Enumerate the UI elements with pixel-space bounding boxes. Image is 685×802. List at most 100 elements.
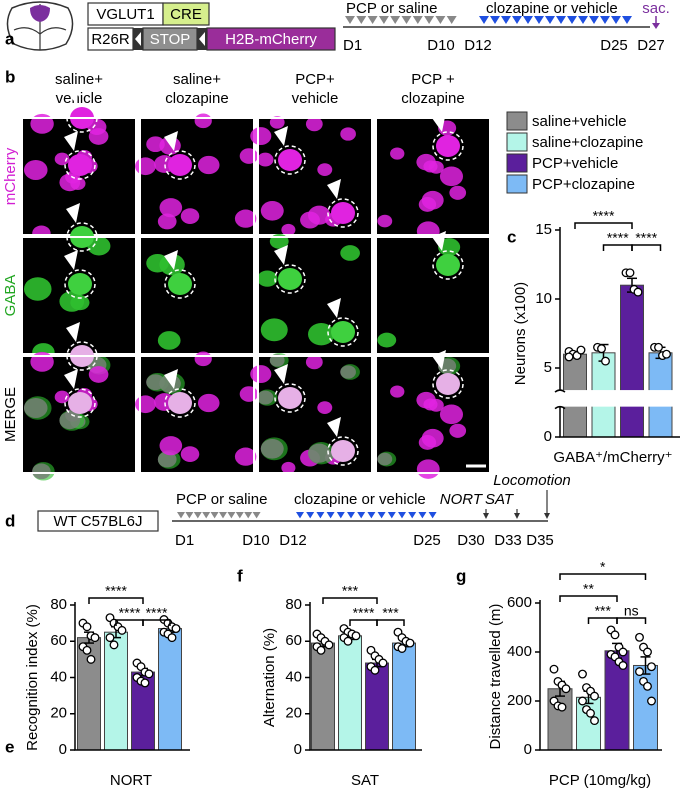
micrograph <box>375 350 491 479</box>
cell-outline <box>64 388 96 418</box>
panel-label: c <box>507 227 516 246</box>
timeline-marker <box>424 16 435 24</box>
significance-bracket <box>602 244 633 251</box>
arrowhead <box>327 298 341 318</box>
arrowhead <box>327 417 341 437</box>
nucleus <box>59 173 81 192</box>
data-point <box>578 669 587 679</box>
timeline-marker <box>177 512 185 519</box>
data-point <box>82 645 92 655</box>
significance-label: *** <box>595 603 612 619</box>
gaba-cell <box>260 318 288 342</box>
timeline-marker <box>378 16 389 24</box>
arrowhead <box>164 250 178 270</box>
nucleus <box>257 152 274 167</box>
micrograph <box>375 112 491 241</box>
construct-label-box <box>162 2 210 26</box>
column-label: PCP+ <box>295 71 335 88</box>
bar <box>338 635 362 751</box>
y-tick-label: 400 <box>507 643 532 660</box>
data-point <box>590 691 599 701</box>
timeline-marker <box>622 16 632 24</box>
nucleus <box>157 213 177 230</box>
timeline-marker <box>512 16 522 24</box>
nucleus <box>23 159 48 180</box>
nucleus <box>428 160 444 174</box>
y-tick-label: 600 <box>507 594 532 611</box>
data-point <box>586 708 595 718</box>
nucleus <box>250 127 272 146</box>
tile-border <box>257 236 373 355</box>
micrograph <box>135 351 259 474</box>
y-tick-label: 20 <box>285 705 302 722</box>
phase-label: clozapine or vehicle <box>486 0 618 17</box>
timeline-marker <box>523 16 533 24</box>
arrowhead <box>64 250 78 270</box>
nucleus <box>439 404 464 425</box>
target-cell <box>168 273 192 295</box>
day-label: D25 <box>600 37 628 54</box>
x-axis-label: GABA⁺/mCherry⁺ <box>553 449 672 466</box>
nucleus <box>269 116 285 129</box>
significance-label: ** <box>583 581 594 597</box>
significance-bracket <box>142 619 171 626</box>
gaba-cell <box>257 270 278 287</box>
column-label: clozapine <box>165 90 228 107</box>
nucleus <box>250 365 272 384</box>
gaba-cell <box>257 389 278 406</box>
tile-border <box>21 355 137 474</box>
axis-line <box>559 227 680 438</box>
loxp-arrow <box>199 32 205 46</box>
data-point <box>549 664 559 674</box>
arrowhead <box>274 126 288 146</box>
micrograph <box>21 322 137 481</box>
target-cell <box>436 135 460 157</box>
gaba-cell <box>87 236 111 256</box>
construct-label-box <box>206 27 336 51</box>
day-label: D10 <box>242 532 270 549</box>
legend-swatch <box>506 111 528 131</box>
data-point <box>610 630 620 640</box>
cell-outline <box>64 150 96 180</box>
timeline-marker <box>252 512 261 519</box>
timeline-marker <box>479 16 489 24</box>
data-point <box>601 356 610 366</box>
test-label: NORT <box>440 491 484 508</box>
nucleus <box>449 185 467 200</box>
timeline-marker <box>306 512 315 519</box>
target-cell <box>278 268 302 290</box>
significance-label: *** <box>342 583 359 599</box>
gaba-cell <box>340 245 360 261</box>
y-axis-label: Alternation (%) <box>261 628 278 727</box>
significance-label: **** <box>635 230 657 246</box>
end-arrow-head <box>652 23 660 29</box>
timeline-marker <box>490 16 500 24</box>
bar <box>77 637 101 751</box>
nucleus <box>449 423 467 438</box>
target-cell <box>331 440 355 462</box>
y-tick-label: 0 <box>59 741 67 758</box>
cell-outline <box>432 250 464 280</box>
timeline-marker <box>611 16 621 24</box>
nucleus <box>428 398 444 412</box>
target-cell <box>331 202 355 224</box>
timeline-marker <box>398 512 406 519</box>
y-tick-label: 40 <box>50 668 67 685</box>
timeline-marker <box>356 16 367 24</box>
axis-line <box>74 602 190 751</box>
significance-bracket <box>322 597 378 604</box>
nucleus <box>281 461 296 474</box>
nucleus <box>390 385 405 398</box>
day-label: D27 <box>637 37 665 54</box>
micrograph <box>250 352 373 474</box>
nucleus <box>305 354 323 370</box>
nucleus <box>281 223 296 236</box>
timeline-marker <box>336 512 345 519</box>
gaba-cell <box>308 322 335 346</box>
timeline-marker <box>347 512 355 519</box>
y-axis-label: Recognition index (%) <box>24 604 41 751</box>
significance-bracket <box>587 617 618 624</box>
axis-line <box>309 602 422 751</box>
gaba-cell <box>340 364 360 380</box>
